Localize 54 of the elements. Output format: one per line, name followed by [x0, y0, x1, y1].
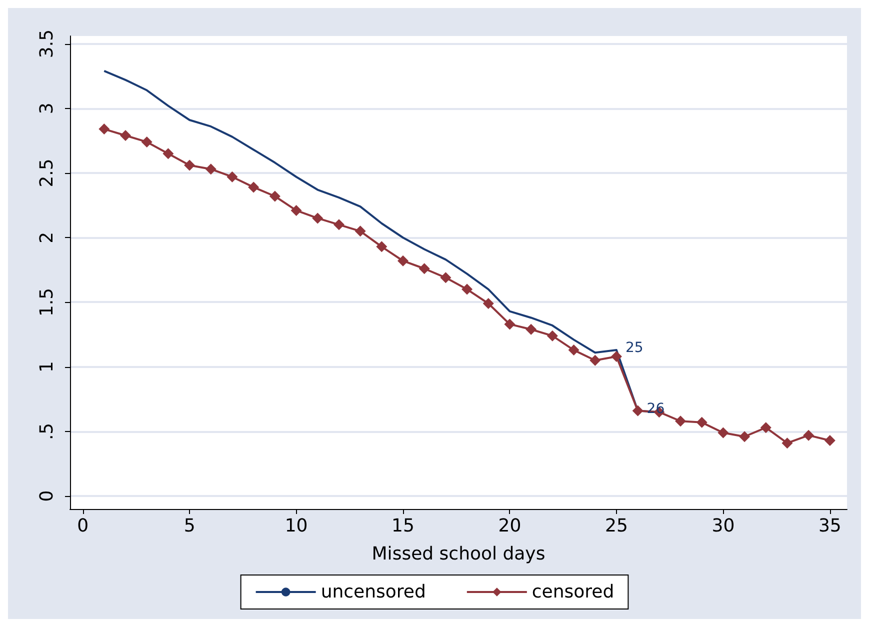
point — [504, 318, 516, 330]
point — [141, 136, 152, 148]
point — [482, 298, 494, 310]
point — [376, 241, 388, 252]
legend-label: censored — [532, 582, 614, 602]
point — [398, 255, 408, 266]
x-tick-label: 15 — [392, 516, 414, 536]
point — [98, 124, 110, 135]
point — [782, 438, 793, 449]
point — [205, 164, 216, 175]
y-tick-label: 2.5 — [36, 158, 58, 188]
point — [526, 324, 537, 335]
point — [162, 148, 174, 160]
y-tick-label: 1.5 — [36, 288, 58, 317]
point — [440, 272, 452, 284]
y-tick-label: 3.5 — [36, 29, 58, 58]
point — [632, 405, 644, 416]
point — [418, 263, 430, 274]
point — [696, 416, 708, 428]
point — [718, 427, 729, 438]
point — [269, 190, 280, 202]
point — [546, 330, 558, 342]
y-tick-label: 0 — [36, 490, 58, 502]
point — [184, 160, 196, 171]
point — [333, 219, 344, 230]
x-tick-label: 0 — [77, 516, 89, 536]
point — [120, 130, 131, 142]
x-tick-label: 10 — [284, 516, 308, 536]
x-tick-label: 35 — [818, 516, 842, 536]
point — [248, 182, 260, 193]
point — [590, 354, 601, 366]
legend-label: uncensored — [320, 582, 426, 602]
point — [803, 430, 814, 441]
point — [354, 226, 366, 237]
y-tick-label: 1 — [36, 361, 58, 373]
point — [675, 416, 686, 427]
point — [760, 422, 772, 434]
point — [824, 435, 836, 446]
y-tick-label: .5 — [36, 422, 58, 440]
x-tick-label: 30 — [712, 516, 735, 536]
x-axis-title: Missed school days — [372, 544, 546, 564]
y-tick-label: 3 — [36, 102, 58, 114]
annotation: 25 — [625, 340, 644, 356]
point — [568, 344, 580, 356]
point — [312, 212, 324, 224]
point — [226, 171, 238, 182]
point — [290, 204, 302, 216]
point — [462, 284, 473, 295]
x-tick-label: 25 — [605, 516, 628, 536]
point — [610, 351, 622, 362]
y-tick-label: 2 — [36, 232, 58, 244]
x-tick-label: 20 — [498, 516, 522, 536]
x-tick-label: 5 — [184, 516, 196, 536]
point — [739, 431, 750, 442]
